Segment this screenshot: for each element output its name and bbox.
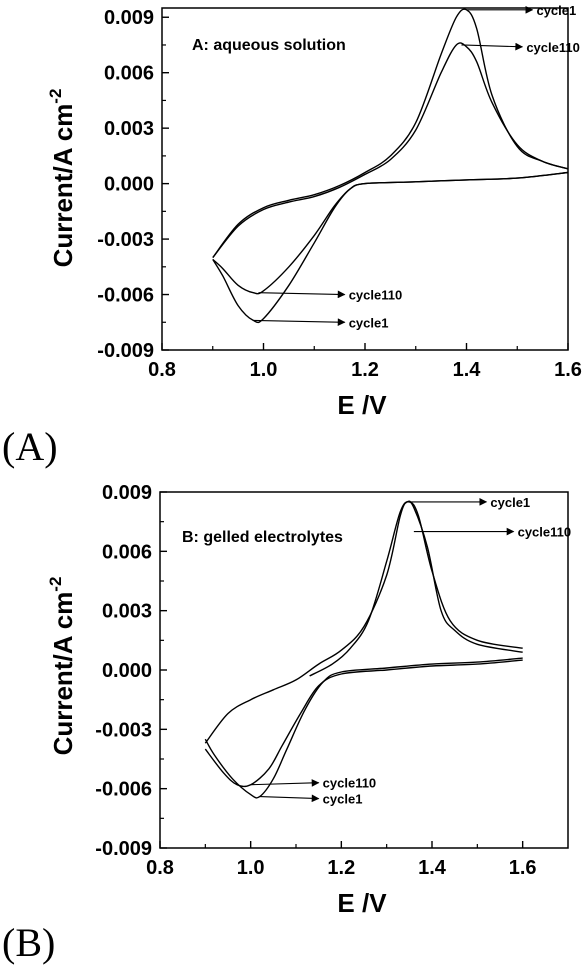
- x-axis-label: E /V: [337, 888, 387, 918]
- series-label: cycle1: [490, 495, 530, 510]
- panel-a: 0.8 1.0 1.2 1.4 1.6 -0.009 -0.006 -0.003 0.000 0.…: [2, 3, 582, 469]
- x-tick-label: 1.0: [237, 857, 265, 879]
- y-axis-label-main: Current/A cm: [48, 104, 78, 268]
- x-tick-label: 1.6: [554, 359, 582, 381]
- series-cycle1-forward-sweep: [212, 8, 569, 259]
- y-tick-label: -0.006: [95, 779, 152, 801]
- series-cycle110-reverse-sweep: [212, 171, 569, 295]
- y-tick-label: -0.009: [97, 340, 154, 362]
- y-axis-label-sup: -2: [46, 89, 65, 104]
- plot-area: 0.8 1.0 1.2 1.4 1.6 -0.009 -0.006 -0.003 0.000 0.…: [95, 482, 571, 879]
- series-label: cycle1: [536, 3, 576, 18]
- y-tick-label: 0.003: [102, 601, 152, 623]
- y-axis-label-main: Current/A cm: [48, 592, 78, 756]
- series-cycle110-reverse-sweep: [204, 659, 523, 788]
- series-label: cycle1: [349, 315, 389, 330]
- x-tick-label: 1.2: [327, 857, 355, 879]
- y-tick-label: 0.009: [104, 7, 154, 29]
- series-label: cycle1: [323, 792, 363, 807]
- x-tick-label: 1.2: [351, 359, 379, 381]
- x-tick-label: 1.4: [418, 857, 447, 879]
- x-axis-label: E /V: [337, 390, 387, 420]
- y-tick-label: -0.009: [95, 838, 152, 860]
- chart-annotation: B: gelled electrolytes: [182, 529, 343, 546]
- series-label: cycle110: [518, 525, 572, 540]
- x-tick-label: 0.8: [148, 359, 176, 381]
- y-axis-label: Current/A cm-2: [46, 577, 78, 756]
- series-label: cycle110: [349, 288, 403, 303]
- y-tick-label: -0.003: [95, 719, 152, 741]
- y-axis-label: Current/A cm-2: [46, 89, 78, 268]
- series-cycle1-reverse-sweep: [204, 657, 523, 799]
- plot-area: 0.8 1.0 1.2 1.4 1.6 -0.009 -0.006 -0.003 0.000 0.…: [97, 3, 582, 381]
- x-tick-label: 1.6: [509, 857, 537, 879]
- series-cycle110-forward-sweep: [204, 500, 523, 744]
- series-label: cycle110: [323, 776, 377, 791]
- label-arrow: [258, 290, 346, 299]
- label-arrow: [461, 42, 524, 51]
- series-label: cycle110: [526, 40, 580, 55]
- x-tick-label: 0.8: [146, 857, 174, 879]
- x-tick-label: 1.0: [250, 359, 278, 381]
- y-tick-label: 0.000: [104, 174, 154, 196]
- chart-annotation: A: aqueous solution: [192, 37, 346, 54]
- x-tick-label: 1.4: [453, 359, 482, 381]
- panel-label: (B): [2, 920, 55, 965]
- y-tick-label: 0.003: [104, 118, 154, 140]
- y-tick-label: -0.003: [97, 229, 154, 251]
- label-arrow: [250, 779, 320, 787]
- label-arrow: [259, 794, 320, 803]
- y-tick-label: 0.006: [104, 63, 154, 85]
- series-cycle110-forward-sweep: [212, 42, 569, 259]
- panel-label: (A): [2, 424, 58, 469]
- y-tick-label: -0.006: [97, 285, 154, 307]
- svg-text:Current/A cm-2: Current/A cm-2: [46, 577, 78, 756]
- y-tick-label: 0.006: [102, 541, 152, 563]
- svg-text:Current/A cm-2: Current/A cm-2: [46, 89, 78, 268]
- panel-b: 0.8 1.0 1.2 1.4 1.6 -0.009 -0.006 -0.003 0.000 0.…: [2, 482, 571, 965]
- label-arrow: [253, 318, 346, 326]
- y-tick-label: 0.000: [102, 660, 152, 682]
- y-tick-label: 0.009: [102, 482, 152, 504]
- y-axis-label-sup: -2: [46, 577, 65, 592]
